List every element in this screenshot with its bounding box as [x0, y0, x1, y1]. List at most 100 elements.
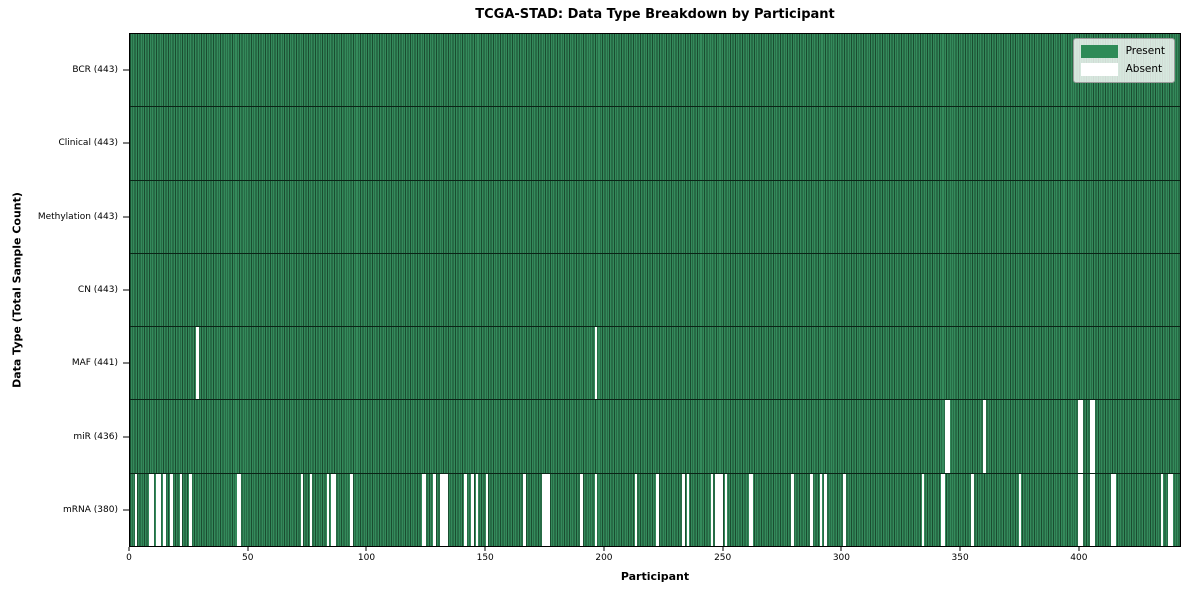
y-tick-mark	[123, 436, 129, 438]
absent-gap	[1092, 400, 1095, 473]
absent-gap	[1111, 473, 1114, 546]
absent-gap	[189, 473, 192, 546]
absent-gap	[310, 473, 313, 546]
x-tick-label-250: 250	[714, 553, 732, 563]
absent-gap	[350, 473, 353, 546]
absent-gap	[682, 473, 685, 546]
heatmap-row-MAF	[130, 327, 1180, 401]
absent-gap	[945, 400, 948, 473]
absent-gap	[580, 473, 583, 546]
absent-gap	[724, 473, 728, 546]
y-axis-tick-labels: BCR (443) Clinical (443) Methylation (443)…	[0, 33, 129, 547]
legend-absent-label: Absent	[1125, 63, 1163, 75]
absent-gap	[710, 473, 714, 546]
absent-gap	[686, 473, 690, 546]
absent-gap	[921, 473, 924, 546]
absent-gap	[300, 473, 303, 546]
plot-area: Present Absent	[129, 33, 1181, 547]
absent-gap	[1080, 473, 1083, 546]
absent-gap	[720, 473, 723, 546]
x-axis-title: Participant	[620, 570, 690, 583]
x-tick-mark	[959, 547, 961, 551]
legend: Present Absent	[1072, 38, 1175, 83]
x-tick-mark	[1078, 547, 1080, 551]
x-tick-label-50: 50	[242, 553, 254, 563]
absent-gap	[445, 473, 448, 546]
x-tick-mark	[128, 547, 130, 551]
absent-gap	[523, 473, 526, 546]
y-tick-mark	[123, 142, 129, 144]
x-tick-label-300: 300	[832, 553, 850, 563]
absent-gap	[170, 473, 173, 546]
heatmap-row-Clinical	[130, 107, 1180, 181]
y-tick-label-Clinical: Clinical (443)	[58, 138, 118, 149]
absent-gap	[947, 400, 951, 473]
x-axis-tick-labels: 0 50 100 150 200 250 300 350 400	[126, 547, 1181, 573]
absent-gap	[151, 473, 154, 546]
absent-gap	[236, 473, 240, 546]
x-tick-mark	[722, 547, 724, 551]
heatmap-row-CN	[130, 253, 1180, 328]
absent-gap	[433, 473, 436, 546]
absent-gap	[440, 473, 443, 546]
y-tick-mark	[123, 509, 129, 511]
y-tick-label-miR: miR (436)	[73, 431, 118, 442]
x-tick-label-200: 200	[595, 553, 613, 563]
absent-gap	[156, 473, 159, 546]
absent-swatch-icon	[1080, 63, 1118, 76]
y-tick-label-CN: CN (443)	[77, 285, 118, 295]
absent-gap	[748, 473, 751, 546]
absent-gap	[423, 473, 427, 546]
absent-gap	[717, 473, 721, 546]
absent-gap	[971, 473, 974, 546]
absent-gap	[942, 473, 946, 546]
absent-gap	[476, 473, 479, 546]
absent-gap	[1080, 400, 1083, 473]
y-tick-label-BCR: BCR (443)	[72, 64, 118, 75]
x-tick-label-100: 100	[357, 553, 376, 563]
absent-gap	[547, 473, 550, 546]
absent-gap	[331, 473, 334, 546]
absent-gap	[715, 473, 718, 546]
x-tick-label-350: 350	[951, 553, 969, 563]
absent-gap	[196, 327, 199, 400]
heatmap-row-mRNA	[130, 473, 1180, 546]
absent-gap	[594, 327, 597, 400]
absent-gap	[485, 473, 488, 546]
absent-gap	[1092, 473, 1095, 546]
absent-gap	[983, 400, 986, 473]
y-tick-mark	[123, 216, 129, 218]
y-tick-label-Methylation: Methylation (443)	[37, 211, 118, 222]
absent-gap	[810, 473, 813, 546]
x-tick-label-150: 150	[476, 553, 494, 563]
absent-gap	[544, 473, 548, 546]
x-tick-mark	[840, 547, 842, 551]
absent-gap	[940, 473, 943, 546]
y-tick-mark	[123, 69, 129, 71]
absent-gap	[1089, 400, 1093, 473]
heatmap-row-miR	[130, 400, 1180, 474]
absent-gap	[634, 473, 638, 546]
absent-gap	[471, 473, 474, 546]
x-tick-mark	[247, 547, 249, 551]
absent-gap	[843, 473, 846, 546]
absent-gap	[1113, 473, 1116, 546]
absent-gap	[542, 473, 545, 546]
x-tick-label-0: 0	[126, 553, 132, 563]
absent-gap	[1170, 473, 1173, 546]
present-swatch-icon	[1080, 45, 1118, 58]
absent-gap	[1089, 473, 1093, 546]
absent-gap	[791, 473, 794, 546]
absent-gap	[1078, 473, 1081, 546]
y-tick-label-MAF: MAF (441)	[71, 358, 118, 369]
absent-gap	[1168, 473, 1171, 546]
x-tick-mark	[365, 547, 367, 551]
x-tick-label-400: 400	[1070, 553, 1088, 563]
absent-gap	[750, 473, 754, 546]
legend-item-present: Present	[1080, 45, 1165, 58]
chart-title: TCGA-STAD: Data Type Breakdown by Partic…	[475, 7, 835, 22]
heatmap-row-BCR	[130, 34, 1180, 108]
absent-gap	[326, 473, 330, 546]
x-tick-mark	[603, 547, 605, 551]
